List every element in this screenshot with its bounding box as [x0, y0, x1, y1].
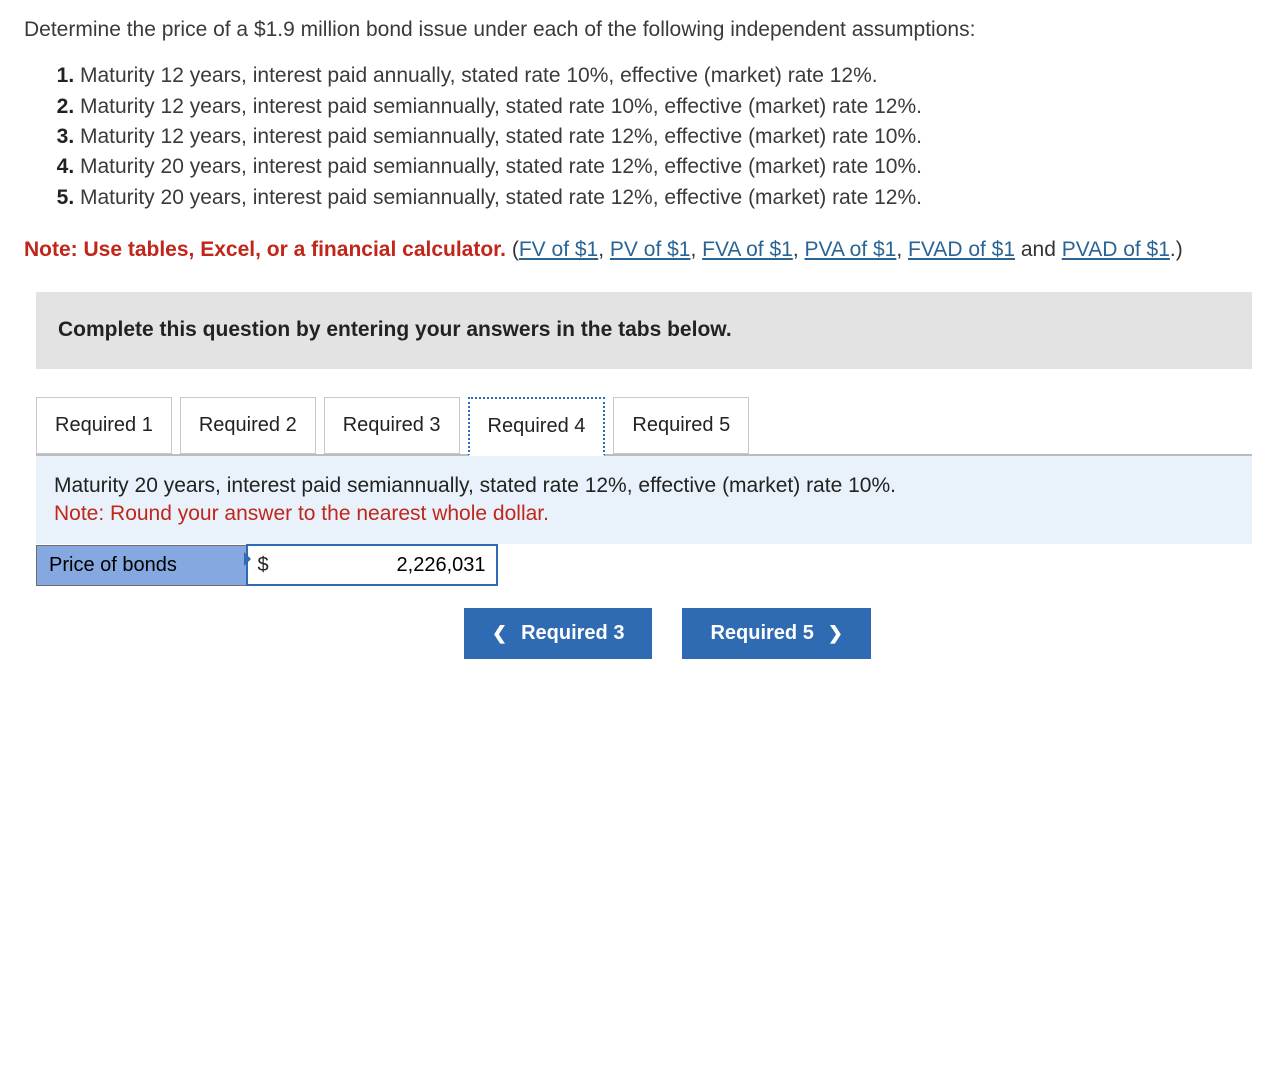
link-fv[interactable]: FV of $1	[519, 238, 598, 261]
tab-required-3[interactable]: Required 3	[324, 397, 460, 454]
note-prefix: Note: Use tables, Excel, or a financial …	[24, 238, 506, 261]
tabs-row: Required 1 Required 2 Required 3 Require…	[36, 397, 1252, 454]
answer-table: Price of bonds $	[36, 544, 498, 586]
tab-required-4[interactable]: Required 4	[468, 397, 606, 456]
next-button[interactable]: Required 5 ❯	[682, 608, 870, 659]
assumption-item: Maturity 20 years, interest paid semiann…	[80, 184, 1264, 212]
tab-required-5[interactable]: Required 5	[613, 397, 749, 454]
note-paren-open: (	[512, 238, 519, 261]
prev-button-label: Required 3	[521, 622, 624, 645]
note-block: Note: Use tables, Excel, or a financial …	[24, 236, 1264, 264]
link-fvad[interactable]: FVAD of $1	[908, 238, 1015, 261]
question-intro: Determine the price of a $1.9 million bo…	[24, 16, 1264, 44]
link-pva[interactable]: PVA of $1	[805, 238, 897, 261]
prev-button[interactable]: ❮ Required 3	[464, 608, 652, 659]
nav-buttons: ❮ Required 3 Required 5 ❯	[24, 608, 1252, 659]
chevron-right-icon: ❯	[828, 623, 843, 644]
tab-content-desc: Maturity 20 years, interest paid semiann…	[54, 474, 896, 497]
link-fva[interactable]: FVA of $1	[702, 238, 793, 261]
assumption-item: Maturity 12 years, interest paid semiann…	[80, 93, 1264, 121]
instruction-bar: Complete this question by entering your …	[36, 292, 1252, 368]
answer-label-cell: Price of bonds	[37, 545, 247, 585]
tab-content-note: Note: Round your answer to the nearest w…	[54, 502, 549, 525]
tab-required-1[interactable]: Required 1	[36, 397, 172, 454]
assumptions-list: Maturity 12 years, interest paid annuall…	[62, 62, 1264, 212]
link-pvad[interactable]: PVAD of $1	[1062, 238, 1170, 261]
tab-required-2[interactable]: Required 2	[180, 397, 316, 454]
cell-caret-icon	[244, 552, 251, 566]
currency-symbol: $	[258, 552, 269, 579]
answer-area: Complete this question by entering your …	[24, 292, 1264, 659]
chevron-left-icon: ❮	[492, 623, 507, 644]
assumption-item: Maturity 12 years, interest paid annuall…	[80, 62, 1264, 90]
price-input[interactable]	[269, 553, 488, 578]
answer-input-cell[interactable]: $	[247, 545, 497, 585]
link-pv[interactable]: PV of $1	[610, 238, 691, 261]
next-button-label: Required 5	[710, 622, 813, 645]
table-row: Price of bonds $	[37, 545, 497, 585]
assumption-item: Maturity 12 years, interest paid semiann…	[80, 123, 1264, 151]
assumption-item: Maturity 20 years, interest paid semiann…	[80, 153, 1264, 181]
tab-content: Maturity 20 years, interest paid semiann…	[36, 456, 1252, 545]
